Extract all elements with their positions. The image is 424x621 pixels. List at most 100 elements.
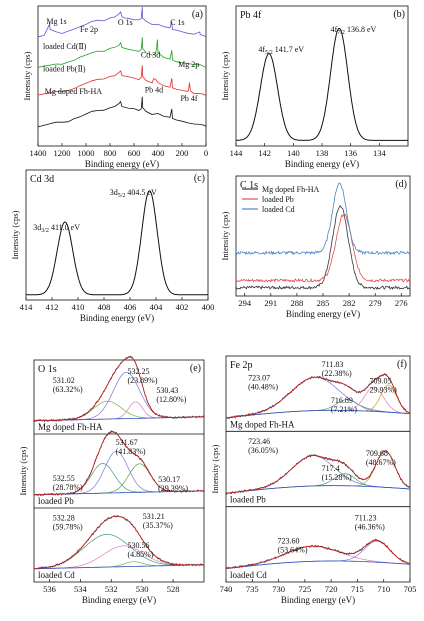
x-tick-label: 735 [246, 584, 259, 594]
subpanel-label: Mg doped Fh-HA [230, 419, 295, 429]
x-tick-label: 412 [46, 302, 59, 312]
peak-value-label: 532.25 [128, 367, 150, 376]
x-tick-label: 1400 [30, 148, 47, 158]
peak-value-label: 530.56 [128, 541, 150, 550]
fit-component [225, 545, 411, 569]
x-tick-label: 530 [136, 584, 149, 594]
peak-value-label: (15.28%) [322, 473, 352, 482]
series-line [26, 190, 208, 296]
peak-annotation: 4f7/2 136.8 eV [331, 25, 377, 36]
panel-label: (d) [395, 179, 407, 190]
panel-label: (a) [192, 9, 203, 20]
x-tick-label: 1200 [54, 148, 71, 158]
plot-frame [37, 5, 207, 147]
background-line [226, 485, 411, 494]
subpanel-label: Mg doped Fh-HA [38, 422, 103, 432]
fit-component [34, 534, 204, 569]
x-axis-label: Binding energy (eV) [85, 159, 159, 169]
peak-annotation: Pb 4f [180, 94, 197, 103]
peak-value-label: (63.32%) [53, 385, 83, 394]
series-name-label: loaded Pb(Ⅱ) [43, 64, 86, 73]
x-tick-label: 534 [74, 584, 88, 594]
peak-value-label: 723.46 [248, 437, 270, 446]
panel-label: (c) [194, 173, 205, 184]
x-tick-label: 725 [298, 584, 311, 594]
peak-value-label: (7.21%) [331, 405, 357, 414]
series-line [37, 6, 207, 38]
x-tick-label: 1000 [78, 148, 95, 158]
x-tick-label: 800 [104, 148, 117, 158]
y-axis-label: Intensity (cps) [220, 211, 230, 260]
x-tick-label: 528 [167, 584, 180, 594]
panel-title: O 1s [38, 364, 57, 375]
x-tick-label: 400 [152, 148, 165, 158]
subpanel-label: loaded Cd [38, 570, 75, 580]
panel-label: (b) [393, 9, 405, 20]
x-tick-label: 276 [395, 298, 408, 308]
peak-annotation: Cd 3d [141, 50, 160, 59]
peak-annotation: Pb 4d [145, 85, 163, 94]
panel-title: Cd 3d [30, 174, 54, 185]
background-line [225, 409, 410, 419]
peak-value-label: (4.85%) [128, 550, 154, 559]
x-tick-label: 532 [105, 584, 118, 594]
background-line [225, 560, 410, 569]
x-tick-label: 715 [351, 584, 364, 594]
x-tick-label: 730 [272, 584, 285, 594]
fit-envelope [225, 539, 411, 569]
x-axis-label: Binding energy (eV) [281, 595, 355, 605]
x-tick-label: 285 [317, 298, 330, 308]
background-line [33, 564, 204, 570]
subpanel-label: loaded Pb [38, 496, 74, 506]
panel-label: (e) [190, 363, 201, 374]
peak-value-label: 531.21 [143, 512, 165, 521]
x-tick-label: 288 [291, 298, 304, 308]
peak-annotation: 3d3/2 411.0 eV [33, 223, 80, 234]
x-axis-label: Binding energy (eV) [82, 595, 156, 605]
y-axis-label: Intensity (cps) [10, 210, 20, 259]
legend-entry: loaded Cd [262, 205, 295, 214]
peak-value-label: (29.39%) [158, 484, 188, 493]
series-name-label: Mg 1s [46, 17, 66, 26]
plot-frame [235, 175, 411, 297]
series-line [235, 182, 411, 256]
x-tick-label: 414 [20, 302, 34, 312]
peak-value-label: (36.05%) [248, 446, 278, 455]
peak-annotation: 3d5/2 404.5 eV [110, 188, 157, 199]
peak-value-label: (12.80%) [156, 395, 186, 404]
peak-value-label: 531.67 [116, 438, 138, 447]
peak-value-label: 716.89 [331, 396, 353, 405]
x-axis-label: Binding energy (eV) [80, 313, 154, 323]
x-tick-label: 294 [238, 298, 252, 308]
x-tick-label: 134 [373, 148, 387, 158]
x-axis-label: Binding energy (eV) [286, 309, 360, 319]
y-axis-label: Intensity (cps) [22, 51, 32, 100]
peak-value-label: 531.02 [53, 376, 75, 385]
panel-title: C 1s [240, 180, 258, 191]
x-tick-label: 536 [43, 584, 56, 594]
legend-entry: Mg doped Fh-HA [262, 185, 320, 194]
chart-panel-e: 536 534 532 530 528 Binding energy (eV) Intens… [18, 355, 205, 605]
peak-value-label: 709.05 [370, 377, 392, 386]
peak-value-label: 530.43 [156, 386, 178, 395]
peak-value-label: 723.60 [278, 536, 300, 545]
peak-annotation: C 1s [170, 18, 184, 27]
plot-frame [33, 359, 205, 583]
subpanel-label: loaded Pb [230, 495, 266, 505]
series-line [37, 96, 207, 128]
chart-panel-b: 144 142 140 138 136 134 Binding energy (eV) Int… [220, 5, 409, 169]
panel-title: Pb 4f [240, 10, 262, 21]
x-tick-label: 408 [98, 302, 111, 312]
peak-value-label: (46.36%) [355, 523, 385, 532]
x-tick-label: 142 [258, 148, 271, 158]
y-axis-label: Intensity (cps) [220, 51, 230, 100]
chart-panel-d: 294 291 288 285 282 279 276 Binding energy (eV)… [220, 175, 411, 319]
x-tick-label: 144 [230, 148, 244, 158]
x-tick-label: 400 [202, 302, 215, 312]
chart-panel-c: 414 412 410 408 406 404 402 400 Binding energy (… [10, 169, 215, 323]
x-tick-label: 282 [343, 298, 356, 308]
series-name-label: loaded Cd(Ⅱ) [43, 42, 87, 51]
x-tick-label: 200 [176, 148, 189, 158]
y-axis-label: Intensity (cps) [18, 446, 28, 495]
fit-component [33, 401, 204, 422]
